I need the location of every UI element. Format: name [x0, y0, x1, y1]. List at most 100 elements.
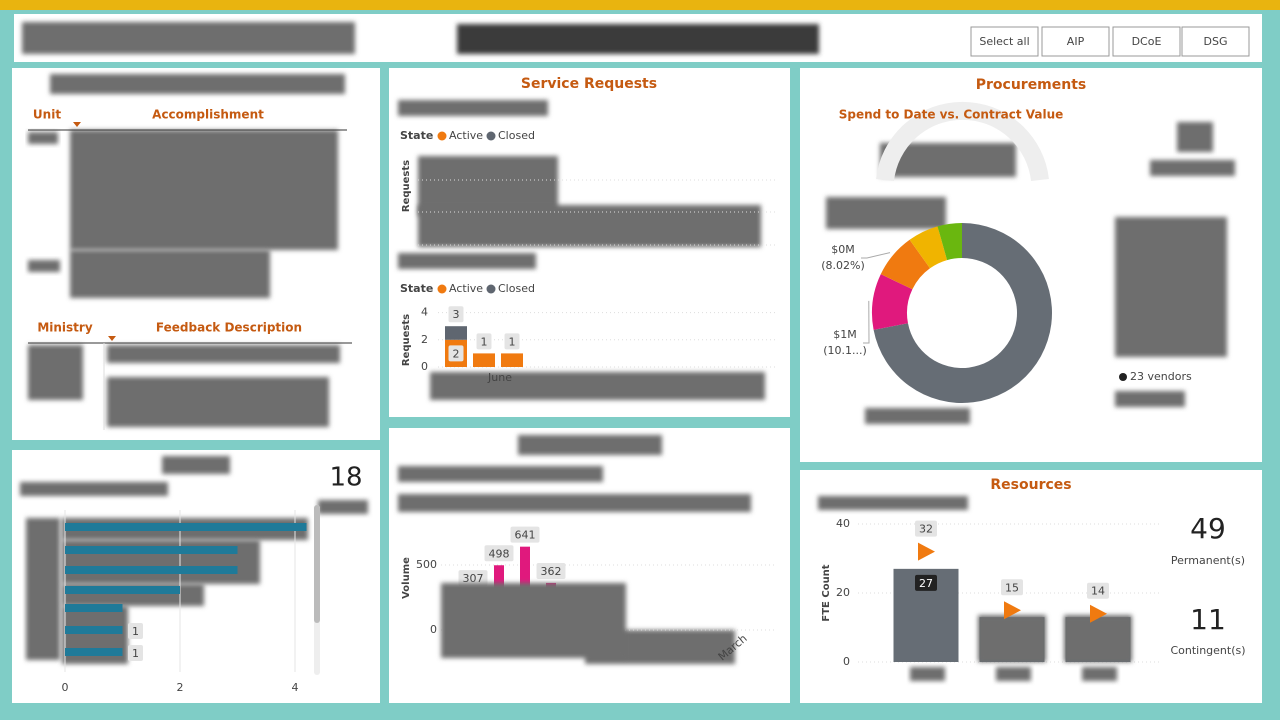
label-box — [536, 562, 566, 579]
x-tick-label: 4 — [292, 681, 299, 694]
redacted — [418, 205, 761, 247]
card-value: 18 — [329, 463, 362, 493]
redacted — [441, 583, 626, 658]
redacted — [107, 377, 329, 427]
data-label: 498 — [489, 547, 510, 560]
x-tick-label: 0 — [62, 681, 69, 694]
target-marker — [1004, 601, 1021, 620]
redacted — [28, 260, 60, 272]
redacted — [398, 253, 536, 269]
card-label: Permanent(s) — [1171, 554, 1245, 567]
donut-segment — [873, 223, 1053, 403]
data-label: 1 — [509, 335, 516, 348]
legend-dot — [437, 131, 447, 141]
panel-title: Service Requests — [521, 76, 657, 92]
y-tick-label: 0 — [430, 623, 437, 636]
data-label: 3 — [453, 308, 460, 321]
legend-dot — [1119, 373, 1127, 381]
chart-subtitle: Spend to Date vs. Contract Value — [839, 108, 1064, 122]
redacted — [22, 22, 355, 54]
data-label: 1 — [132, 625, 139, 638]
bar — [65, 626, 123, 634]
column-header: Ministry — [37, 321, 93, 335]
redacted — [826, 197, 946, 229]
legend-dot — [486, 131, 496, 141]
redacted — [28, 132, 58, 144]
axis-title: Requests — [401, 160, 412, 212]
label-box — [915, 574, 937, 591]
card-value: 11 — [1190, 603, 1226, 636]
redacted — [818, 496, 968, 510]
y-tick-label: 500 — [416, 558, 437, 571]
label-box — [458, 570, 488, 587]
legend-label: Closed — [498, 129, 535, 142]
redacted — [107, 345, 340, 363]
bar-segment — [445, 326, 467, 340]
card-value: 49 — [1190, 512, 1226, 545]
redacted — [910, 667, 945, 681]
redacted — [1150, 160, 1235, 176]
bar — [65, 604, 123, 612]
filter-button[interactable] — [1112, 26, 1181, 57]
data-label: 1 — [481, 335, 488, 348]
panel-title: Procurements — [976, 77, 1087, 93]
filter-button-label[interactable]: AIP — [1067, 35, 1085, 48]
label-box — [915, 520, 937, 537]
axis-title: Volume — [401, 557, 412, 599]
target-marker — [918, 542, 935, 561]
label-box — [448, 306, 464, 323]
data-label: 307 — [463, 572, 484, 585]
filter-button[interactable] — [1041, 26, 1110, 57]
donut-segment — [880, 239, 931, 290]
redacted — [457, 24, 819, 54]
redacted — [978, 615, 1046, 662]
data-label: $0M (8.02%) — [821, 243, 865, 272]
filter-button-label[interactable]: DSG — [1204, 35, 1228, 48]
x-tick-label: June — [487, 371, 512, 384]
bar — [65, 523, 307, 531]
redacted — [398, 466, 603, 482]
column-header: Feedback Description — [156, 321, 302, 335]
bar — [65, 546, 238, 554]
redacted — [20, 482, 168, 496]
filter-button-label[interactable]: Select all — [979, 35, 1029, 48]
label-box — [448, 345, 464, 362]
filter-button[interactable] — [1181, 26, 1250, 57]
donut-segment — [909, 226, 948, 269]
scrollbar-thumb — [314, 505, 320, 623]
legend-title: State — [400, 282, 433, 295]
label-box — [510, 526, 540, 543]
sort-icon — [108, 336, 116, 341]
x-tick-label: 2 — [177, 681, 184, 694]
leader-line — [861, 252, 891, 259]
redacted — [50, 74, 345, 94]
legend-dot — [437, 284, 447, 294]
redacted — [996, 667, 1031, 681]
data-label: 14 — [1091, 585, 1105, 598]
y-tick-label: 40 — [836, 517, 850, 530]
y-tick-label: 4 — [421, 306, 428, 319]
legend-label: Closed — [498, 282, 535, 295]
bar — [65, 586, 180, 594]
bar-segment — [473, 353, 495, 367]
data-label: 362 — [541, 565, 562, 578]
redacted — [1115, 391, 1185, 407]
filter-button-label[interactable]: DCoE — [1132, 35, 1162, 48]
data-label: 2 — [453, 347, 460, 360]
label-box — [128, 645, 143, 661]
redacted — [26, 518, 60, 660]
donut-segment — [937, 223, 962, 261]
y-tick-label: 0 — [843, 655, 850, 668]
y-tick-label: 20 — [836, 586, 850, 599]
redacted — [518, 435, 662, 455]
sort-icon — [73, 122, 81, 127]
legend-note: 23 vendors — [1130, 370, 1192, 383]
y-tick-label: 0 — [421, 360, 428, 373]
redacted — [70, 250, 270, 298]
legend-title: State — [400, 129, 433, 142]
filter-button[interactable] — [970, 26, 1039, 57]
y-tick-label: 2 — [421, 333, 428, 346]
bar-segment — [501, 353, 523, 367]
